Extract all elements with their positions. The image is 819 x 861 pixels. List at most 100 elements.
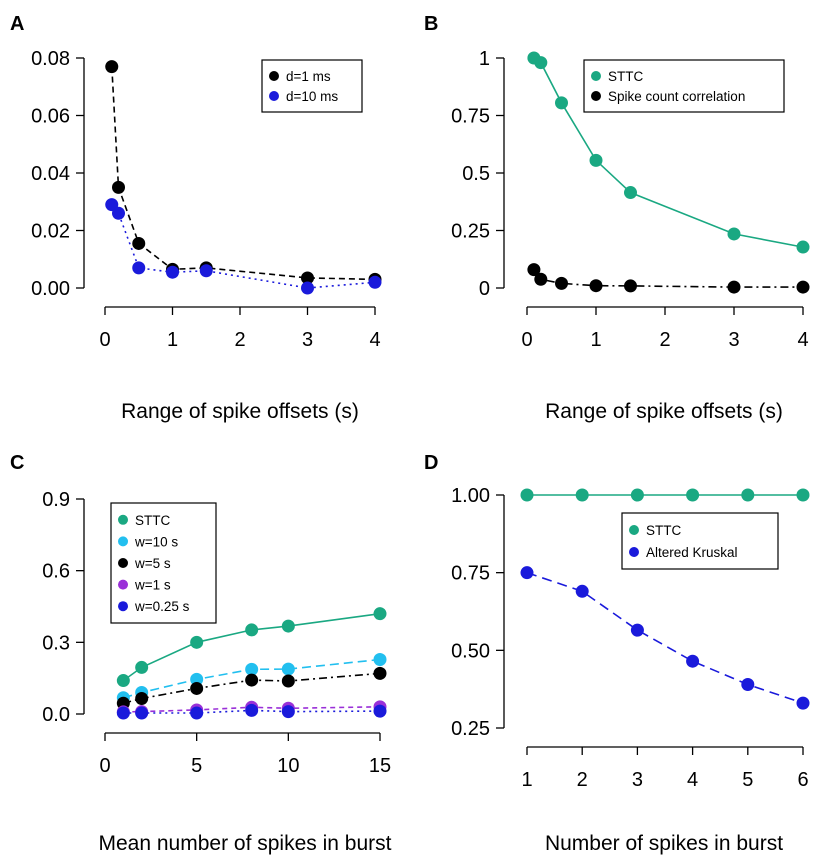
legend-marker xyxy=(269,91,279,101)
legend-label: STTC xyxy=(646,523,681,538)
x-tick-label: 10 xyxy=(277,755,299,777)
series-line xyxy=(533,269,803,288)
data-point xyxy=(301,271,314,285)
y-tick-label: 0.08 xyxy=(31,48,70,70)
y-tick-label: 0.06 xyxy=(31,106,70,128)
data-point xyxy=(630,623,644,637)
panel-c: C 0 5 10 15 0.0 0.3 0.6 0.9 STTC w=10 s w=5 s w=1 … xyxy=(10,452,392,855)
x-tick-label: 5 xyxy=(742,769,753,791)
legend-box xyxy=(261,59,363,113)
data-point xyxy=(199,264,213,278)
data-point xyxy=(112,180,125,194)
data-point xyxy=(373,607,387,621)
y-tick-label: 0.6 xyxy=(42,561,70,583)
series-line xyxy=(526,571,804,704)
data-point xyxy=(190,681,204,695)
data-point xyxy=(686,488,700,502)
y-tick-label: 0.3 xyxy=(42,632,70,654)
panel-d: D 1 2 3 4 5 6 0.25 0.50 0.75 1.00 STTC Altered Kru… xyxy=(424,452,810,855)
legend-marker xyxy=(591,71,601,81)
data-point xyxy=(527,263,541,277)
data-point xyxy=(686,654,700,668)
series-line xyxy=(123,709,381,714)
x-tick-label: 3 xyxy=(302,329,313,351)
legend-marker xyxy=(118,536,128,547)
data-point xyxy=(166,265,179,279)
data-point xyxy=(630,488,644,502)
data-point xyxy=(245,662,259,676)
legend-label: Altered Kruskal xyxy=(646,545,738,560)
y-tick-label: 0.5 xyxy=(462,163,490,185)
data-point xyxy=(116,706,130,720)
x-tick-label: 1 xyxy=(590,329,601,351)
legend-marker xyxy=(591,91,601,101)
data-point xyxy=(190,672,204,686)
legend-marker xyxy=(629,547,639,557)
data-point xyxy=(575,488,589,502)
series-line xyxy=(111,204,376,289)
y-tick-label: 0.25 xyxy=(451,718,490,740)
data-point xyxy=(301,281,314,295)
legend-marker xyxy=(629,525,639,535)
data-point xyxy=(589,279,603,293)
x-tick-label: 3 xyxy=(728,329,739,351)
data-point xyxy=(555,276,568,290)
y-tick-label: 0.9 xyxy=(42,489,70,511)
legend-label: w=5 s xyxy=(134,556,171,571)
data-point xyxy=(555,96,568,110)
x-tick-label: 4 xyxy=(369,329,380,351)
data-point xyxy=(245,623,259,637)
x-tick-label: 3 xyxy=(632,769,643,791)
x-axis-label-b: Range of spike offsets (s) xyxy=(545,400,783,423)
data-point xyxy=(135,660,149,674)
data-point xyxy=(741,488,755,502)
series-line xyxy=(123,672,381,705)
data-point xyxy=(281,674,295,688)
x-tick-label: 1 xyxy=(167,329,178,351)
x-axis-label-a: Range of spike offsets (s) xyxy=(121,400,359,423)
data-point xyxy=(796,488,810,502)
legend-c: STTC w=10 s w=5 s w=1 s w=0.25 s xyxy=(110,502,217,624)
data-point xyxy=(373,704,387,718)
legend-box xyxy=(621,512,779,570)
x-tick-label: 15 xyxy=(369,755,391,777)
y-tick-label: 0.00 xyxy=(31,278,70,300)
y-tick-label: 0.0 xyxy=(42,704,70,726)
data-point xyxy=(741,678,755,692)
data-point xyxy=(281,705,295,719)
legend-label: STTC xyxy=(608,69,643,84)
legend-marker xyxy=(118,601,128,612)
panel-a: A 0 1 2 3 4 0.00 0.02 0.04 0.06 0.08 d=1 ms d=10 m… xyxy=(10,13,382,423)
data-point xyxy=(135,691,149,705)
data-point xyxy=(727,280,741,294)
data-point xyxy=(116,674,130,688)
legend-a: d=1 ms d=10 ms xyxy=(261,59,363,113)
x-tick-label: 1 xyxy=(521,769,532,791)
x-tick-label: 0 xyxy=(99,755,110,777)
data-point xyxy=(796,280,810,294)
data-point xyxy=(245,673,259,687)
data-point xyxy=(624,186,637,200)
panel-label-b: B xyxy=(424,13,438,35)
data-point xyxy=(796,696,810,710)
data-point xyxy=(105,60,119,74)
y-tick-label: 0.02 xyxy=(31,221,70,243)
panel-b: B 0 1 2 3 4 0 0.25 0.5 0.75 1 STTC Spike count cor… xyxy=(424,13,810,423)
x-tick-label: 5 xyxy=(191,755,202,777)
data-point xyxy=(520,488,534,502)
data-point xyxy=(575,584,589,598)
panel-label-c: C xyxy=(10,452,24,474)
y-tick-label: 0.75 xyxy=(451,106,490,128)
data-point xyxy=(281,619,295,633)
data-point xyxy=(190,635,204,649)
data-point xyxy=(796,240,810,254)
data-point xyxy=(624,279,637,293)
data-point xyxy=(245,703,259,717)
legend-label: STTC xyxy=(135,513,170,528)
legend-label: d=10 ms xyxy=(286,89,338,104)
data-point xyxy=(727,227,741,241)
data-point xyxy=(132,236,146,250)
y-tick-label: 0.04 xyxy=(31,163,70,185)
data-point xyxy=(373,666,387,680)
